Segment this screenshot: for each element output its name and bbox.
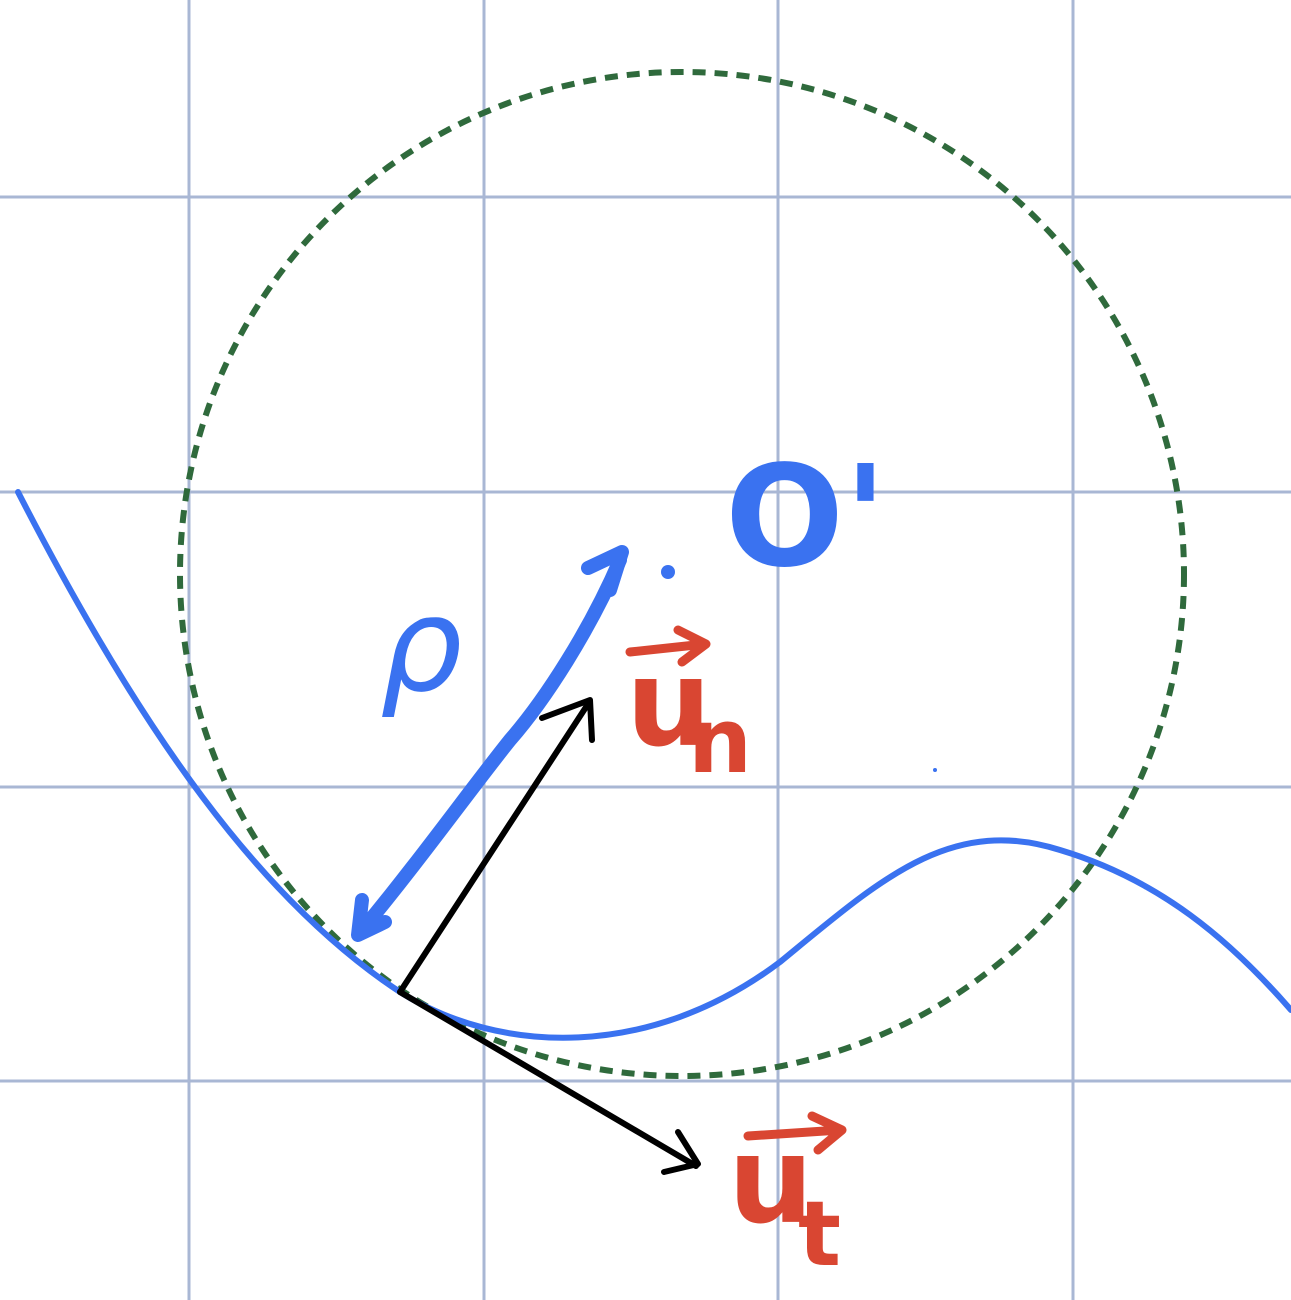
rho-label: ρ — [380, 569, 463, 721]
radius-arrow-head-bottom — [351, 893, 392, 942]
normal-label-base: u — [626, 635, 711, 774]
tangent-vector-head — [661, 1129, 701, 1175]
normal-label-arrow-icon — [625, 625, 711, 667]
radius-arrow-head-top — [581, 545, 629, 597]
normal-vector-shaft — [397, 701, 591, 995]
normal-vector — [397, 697, 595, 995]
normal-label-subscript: n — [688, 689, 752, 794]
tangent-vector-label: u t — [728, 1111, 847, 1287]
normal-vector-head — [539, 697, 595, 743]
radius-arrow-shaft — [355, 553, 627, 937]
center-label: O' — [725, 436, 887, 599]
trajectory-curve — [15, 489, 1291, 1041]
tangent-vector-shaft — [397, 989, 699, 1169]
radius-arrow — [351, 545, 629, 942]
stray-dot — [933, 768, 937, 772]
tangent-label-subscript: t — [798, 1182, 841, 1287]
tangent-vector — [397, 989, 701, 1175]
tangent-label-base: u — [728, 1112, 813, 1251]
normal-vector-label: u n — [625, 625, 752, 794]
center-point — [661, 565, 675, 579]
osculating-circle — [177, 69, 1187, 1079]
tangent-label-arrow-icon — [743, 1111, 847, 1155]
